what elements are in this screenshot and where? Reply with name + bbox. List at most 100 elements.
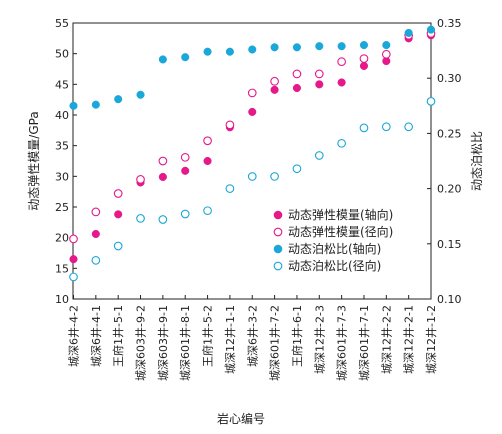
- left-tick-label: 30: [55, 170, 69, 183]
- x-tick-label: 王府1井-5-2: [201, 305, 215, 367]
- left-tick-label: 35: [55, 140, 69, 153]
- data-point: [69, 272, 78, 282]
- legend-marker: [273, 244, 283, 254]
- legend-label: 动态弹性模量(径向): [288, 224, 393, 239]
- data-point: [382, 41, 391, 50]
- data-point: [225, 120, 235, 130]
- data-point: [158, 172, 167, 181]
- data-point: [69, 255, 78, 264]
- data-point: [270, 85, 279, 94]
- right-tick-label: 0.15: [437, 238, 462, 251]
- data-point: [136, 214, 145, 223]
- x-tick-label: 城深12井-2-2: [379, 305, 393, 374]
- legend-marker: [273, 261, 283, 271]
- legend-label: 动态泊松比(轴向): [288, 241, 381, 256]
- left-tick-label: 15: [55, 262, 69, 275]
- x-tick-label: 城深12井-1-1: [223, 305, 237, 374]
- data-point: [315, 80, 324, 89]
- data-point: [337, 78, 346, 87]
- right-tick-label: 0.10: [437, 293, 462, 306]
- data-point: [292, 69, 302, 79]
- data-point: [426, 25, 436, 34]
- data-point: [381, 122, 391, 132]
- data-point: [158, 156, 168, 166]
- left-tick-label: 25: [55, 201, 69, 214]
- left-tick-label: 55: [55, 17, 69, 30]
- data-point: [91, 256, 101, 265]
- data-point: [203, 206, 212, 216]
- data-point: [225, 47, 234, 56]
- data-point: [337, 138, 346, 148]
- data-point: [69, 234, 78, 244]
- x-tick-label: 城深603井-9-2: [134, 305, 148, 381]
- data-point: [337, 42, 346, 51]
- data-point: [247, 88, 257, 98]
- data-point: [114, 95, 123, 104]
- x-tick-label: 城深12井-1-2: [424, 305, 438, 374]
- legend-label: 动态泊松比(径向): [288, 258, 381, 273]
- right-tick-label: 0.25: [437, 127, 462, 140]
- series-group: [69, 97, 436, 282]
- data-point: [180, 209, 190, 219]
- data-point: [181, 53, 190, 62]
- data-point: [158, 55, 167, 64]
- plot-frame: [72, 22, 432, 300]
- data-point: [404, 28, 413, 37]
- data-point: [158, 215, 168, 224]
- data-point: [113, 189, 123, 198]
- data-point: [113, 241, 123, 251]
- x-tick-label: 城深601井-7-2: [268, 305, 282, 381]
- x-tick-label: 城深601井-7-1: [357, 305, 371, 381]
- right-tick-label: 0.30: [437, 72, 462, 85]
- x-tick-label: 城深6井-4-1: [89, 305, 103, 367]
- data-point: [114, 210, 123, 219]
- data-point: [359, 54, 369, 63]
- data-point: [359, 41, 369, 50]
- left-tick-label: 50: [55, 48, 69, 61]
- x-tick-label: 城深6井-4-2: [67, 305, 81, 367]
- data-point: [426, 97, 436, 106]
- x-tick-label: 城深601井-7-3: [335, 305, 349, 381]
- series-group: [69, 25, 436, 110]
- y-left-axis-title: 动态弹性模量/GPa: [27, 111, 41, 210]
- data-point: [181, 166, 190, 175]
- data-point: [270, 172, 279, 181]
- data-point: [203, 136, 212, 146]
- x-tick-label: 城深601井-8-1: [178, 305, 192, 381]
- x-tick-label: 城深12井-2-1: [402, 305, 416, 374]
- data-point: [180, 152, 190, 162]
- x-tick-label: 王府1井-5-1: [111, 305, 125, 367]
- data-point: [314, 151, 324, 160]
- data-point: [270, 43, 279, 52]
- x-axis-title: 岩心编号: [217, 411, 265, 426]
- data-point: [292, 164, 302, 174]
- y-right-axis-title: 动态泊松比: [470, 131, 484, 191]
- data-point: [404, 122, 414, 132]
- right-tick-label: 0.20: [437, 183, 462, 196]
- data-point: [247, 172, 257, 181]
- data-point: [248, 107, 257, 116]
- data-point: [292, 43, 301, 52]
- data-point: [225, 184, 235, 193]
- data-point: [91, 229, 100, 239]
- data-point: [315, 42, 324, 51]
- left-tick-label: 10: [55, 293, 69, 306]
- data-point: [248, 45, 257, 54]
- data-point: [270, 76, 279, 86]
- data-point: [337, 57, 346, 66]
- data-point: [292, 83, 301, 93]
- left-tick-label: 20: [55, 232, 69, 245]
- data-point: [136, 175, 145, 184]
- data-point: [359, 61, 369, 70]
- right-tick-label: 0.35: [437, 17, 462, 30]
- x-tick-label: 王府1井-6-1: [290, 305, 304, 367]
- legend-marker: [273, 227, 283, 237]
- data-point: [314, 69, 324, 79]
- data-point: [203, 156, 212, 166]
- x-tick-label: 城深12井-2-3: [312, 305, 326, 374]
- left-tick-label: 45: [55, 78, 69, 91]
- legend-label: 动态弹性模量(轴向): [288, 207, 393, 222]
- data-point: [91, 207, 101, 217]
- data-point: [69, 101, 78, 110]
